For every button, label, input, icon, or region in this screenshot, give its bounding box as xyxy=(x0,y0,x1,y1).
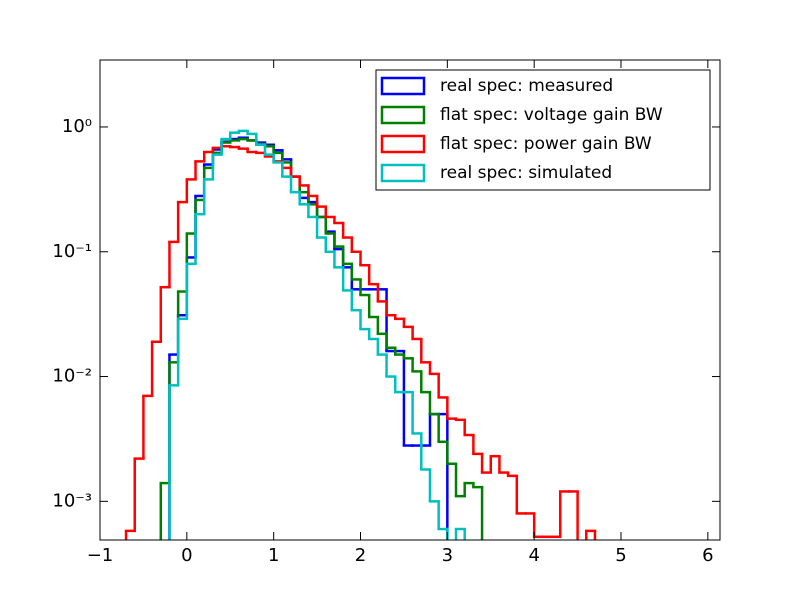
x-tick-label: 2 xyxy=(355,545,366,566)
x-tick-label: 3 xyxy=(442,545,453,566)
plot-area xyxy=(124,129,597,540)
y-tick-label: 10⁻³ xyxy=(52,490,92,511)
x-tick-label: 0 xyxy=(181,545,192,566)
x-tick-label: 6 xyxy=(702,545,713,566)
legend-frame xyxy=(375,69,711,191)
x-tick-label: 4 xyxy=(528,545,539,566)
legend-label: flat spec: voltage gain BW xyxy=(440,105,663,125)
legend-swatch xyxy=(380,105,426,125)
legend-label: flat spec: power gain BW xyxy=(440,134,652,154)
legend-label: real spec: measured xyxy=(440,76,613,96)
legend: real spec: measured flat spec: voltage ga… xyxy=(375,69,711,191)
axes-frame xyxy=(99,59,721,541)
y-tick-label: 10⁻² xyxy=(52,366,92,387)
legend-swatch xyxy=(380,76,426,96)
y-tick-label: 10⁰ xyxy=(62,116,92,137)
x-tick-label: −1 xyxy=(87,545,114,566)
y-tick-label: 10⁻¹ xyxy=(52,241,92,262)
x-tick-label: 1 xyxy=(268,545,279,566)
x-tick-label: 5 xyxy=(615,545,626,566)
legend-swatch xyxy=(380,163,426,183)
legend-label: real spec: simulated xyxy=(440,163,612,183)
legend-swatch xyxy=(380,134,426,154)
